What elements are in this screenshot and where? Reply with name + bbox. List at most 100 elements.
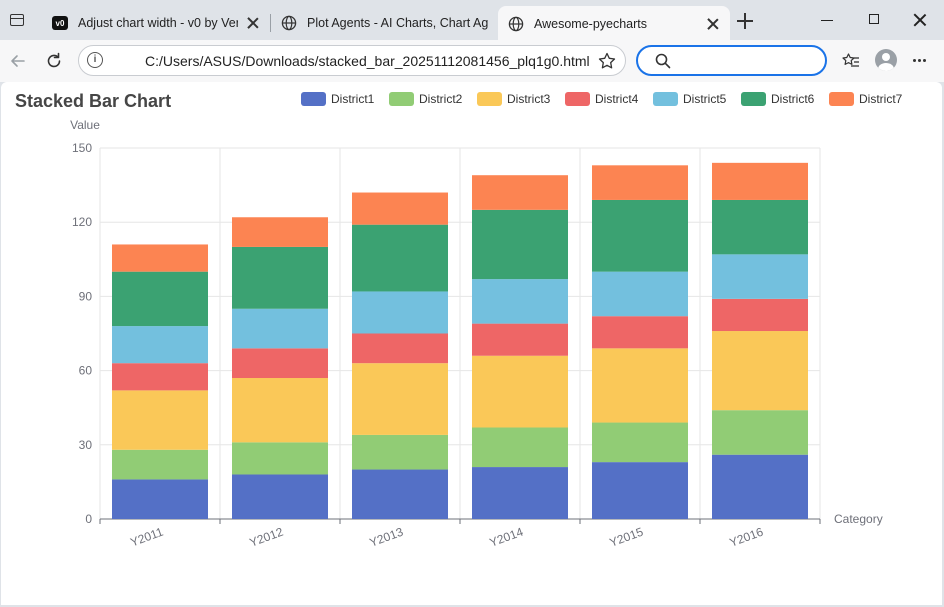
bar-segment xyxy=(112,326,208,364)
legend-swatch xyxy=(653,92,678,106)
x-tick-label: Y2015 xyxy=(608,525,646,550)
bar-segment xyxy=(592,422,688,463)
bar-segment xyxy=(232,378,328,443)
tab-plot-agents[interactable]: Plot Agents - AI Charts, Chart Ag xyxy=(271,6,499,40)
tab-title: Adjust chart width - v0 by Verce xyxy=(78,16,238,30)
v0-icon: v0 xyxy=(52,15,68,31)
bar-segment xyxy=(112,390,208,450)
legend-item[interactable]: District2 xyxy=(389,92,462,106)
x-tick-label: Y2013 xyxy=(368,525,406,550)
site-info-icon[interactable]: i xyxy=(87,52,103,68)
bar-segment xyxy=(472,427,568,468)
legend-swatch xyxy=(565,92,590,106)
bar-segment xyxy=(232,442,328,475)
legend-swatch xyxy=(477,92,502,106)
bar-segment xyxy=(592,348,688,423)
legend-item[interactable]: District4 xyxy=(565,92,638,106)
legend-label: District3 xyxy=(507,92,551,106)
maximize-icon[interactable] xyxy=(865,10,885,30)
legend-item[interactable]: District7 xyxy=(829,92,902,106)
legend-label: District7 xyxy=(859,92,903,106)
bar-segment xyxy=(232,217,328,247)
legend-item[interactable]: District5 xyxy=(653,92,726,106)
legend-item[interactable]: District3 xyxy=(477,92,550,106)
profile-avatar[interactable] xyxy=(875,49,897,71)
close-tab-icon[interactable] xyxy=(706,17,720,31)
address-bar[interactable]: i C:/Users/ASUS/Downloads/stacked_bar_20… xyxy=(78,45,626,76)
favorites-icon[interactable] xyxy=(840,50,862,72)
bar-segment xyxy=(112,244,208,272)
legend-swatch xyxy=(301,92,326,106)
tab-title: Awesome-pyecharts xyxy=(534,17,648,31)
y-axis-label: Value xyxy=(70,118,100,132)
y-tick-label: 120 xyxy=(72,215,92,229)
globe-icon xyxy=(281,15,297,31)
x-tick-label: Y2014 xyxy=(488,525,526,550)
bar-segment xyxy=(592,199,688,272)
bar-segment xyxy=(592,316,688,349)
url-text[interactable]: C:/Users/ASUS/Downloads/stacked_bar_2025… xyxy=(145,53,590,69)
tab-strip: v0 Adjust chart width - v0 by Verce Plot… xyxy=(0,0,944,42)
bar-segment xyxy=(712,454,808,519)
tab-title: Plot Agents - AI Charts, Chart Ag xyxy=(307,16,489,30)
y-tick-label: 90 xyxy=(79,289,93,303)
legend-item[interactable]: District1 xyxy=(301,92,374,106)
legend-label: District5 xyxy=(683,92,727,106)
bar-segment xyxy=(112,363,208,391)
tab-awesome-pyecharts[interactable]: Awesome-pyecharts xyxy=(498,6,730,42)
bar-segment xyxy=(712,298,808,332)
bar-segment xyxy=(112,271,208,327)
legend-label: District6 xyxy=(771,92,815,106)
legend-label: District2 xyxy=(419,92,463,106)
bar-segment xyxy=(712,410,808,455)
bar-segment xyxy=(232,246,328,309)
bar-segment xyxy=(232,308,328,349)
favorite-star-icon[interactable] xyxy=(597,51,617,71)
bar-segment xyxy=(352,333,448,364)
legend-swatch xyxy=(829,92,854,106)
tab-v0[interactable]: v0 Adjust chart width - v0 by Verce xyxy=(42,6,270,40)
search-icon xyxy=(654,52,672,75)
x-axis-label: Category xyxy=(834,512,883,526)
bar-segment xyxy=(352,224,448,292)
x-tick-label: Y2011 xyxy=(128,525,165,550)
chart-title: Stacked Bar Chart xyxy=(15,91,172,111)
reload-icon[interactable] xyxy=(43,50,65,72)
close-window-icon[interactable] xyxy=(910,10,930,30)
tab-divider xyxy=(270,14,271,32)
close-tab-icon[interactable] xyxy=(246,16,260,30)
bar-segment xyxy=(352,192,448,225)
bar-segment xyxy=(352,363,448,435)
y-tick-label: 60 xyxy=(79,364,93,378)
bar-segment xyxy=(712,199,808,255)
legend-label: District4 xyxy=(595,92,639,106)
bar-segment xyxy=(352,469,448,519)
x-tick-label: Y2012 xyxy=(248,525,286,550)
bar-segment xyxy=(712,331,808,411)
legend-swatch xyxy=(741,92,766,106)
legend-label: District1 xyxy=(331,92,375,106)
bar-segment xyxy=(472,355,568,428)
globe-icon xyxy=(508,16,524,32)
y-tick-label: 0 xyxy=(85,512,92,526)
y-tick-label: 150 xyxy=(72,141,92,155)
bar-segment xyxy=(352,434,448,470)
legend-item[interactable]: District6 xyxy=(741,92,814,106)
bar-segment xyxy=(712,162,808,200)
address-toolbar: i C:/Users/ASUS/Downloads/stacked_bar_20… xyxy=(0,40,944,82)
legend-swatch xyxy=(389,92,414,106)
bar-segment xyxy=(232,348,328,379)
x-tick-label: Y2016 xyxy=(728,525,766,550)
new-tab-icon[interactable] xyxy=(737,13,753,29)
back-icon[interactable] xyxy=(7,50,29,72)
minimize-icon[interactable] xyxy=(818,10,838,30)
stacked-bar-chart: 0 30 60 90 120 150 Y2011 Y2012 Y2013 Y2014 Y2015 Y2… xyxy=(70,118,883,550)
window-menu-icon[interactable] xyxy=(10,14,24,26)
bar-segment xyxy=(472,175,568,210)
page-content: Stacked Bar Chart District1 District2 Dist… xyxy=(1,82,942,605)
search-input[interactable] xyxy=(636,45,827,76)
bar-segment xyxy=(472,467,568,519)
bar-segment xyxy=(232,474,328,519)
bar-segment xyxy=(112,449,208,480)
bar-segment xyxy=(592,271,688,317)
